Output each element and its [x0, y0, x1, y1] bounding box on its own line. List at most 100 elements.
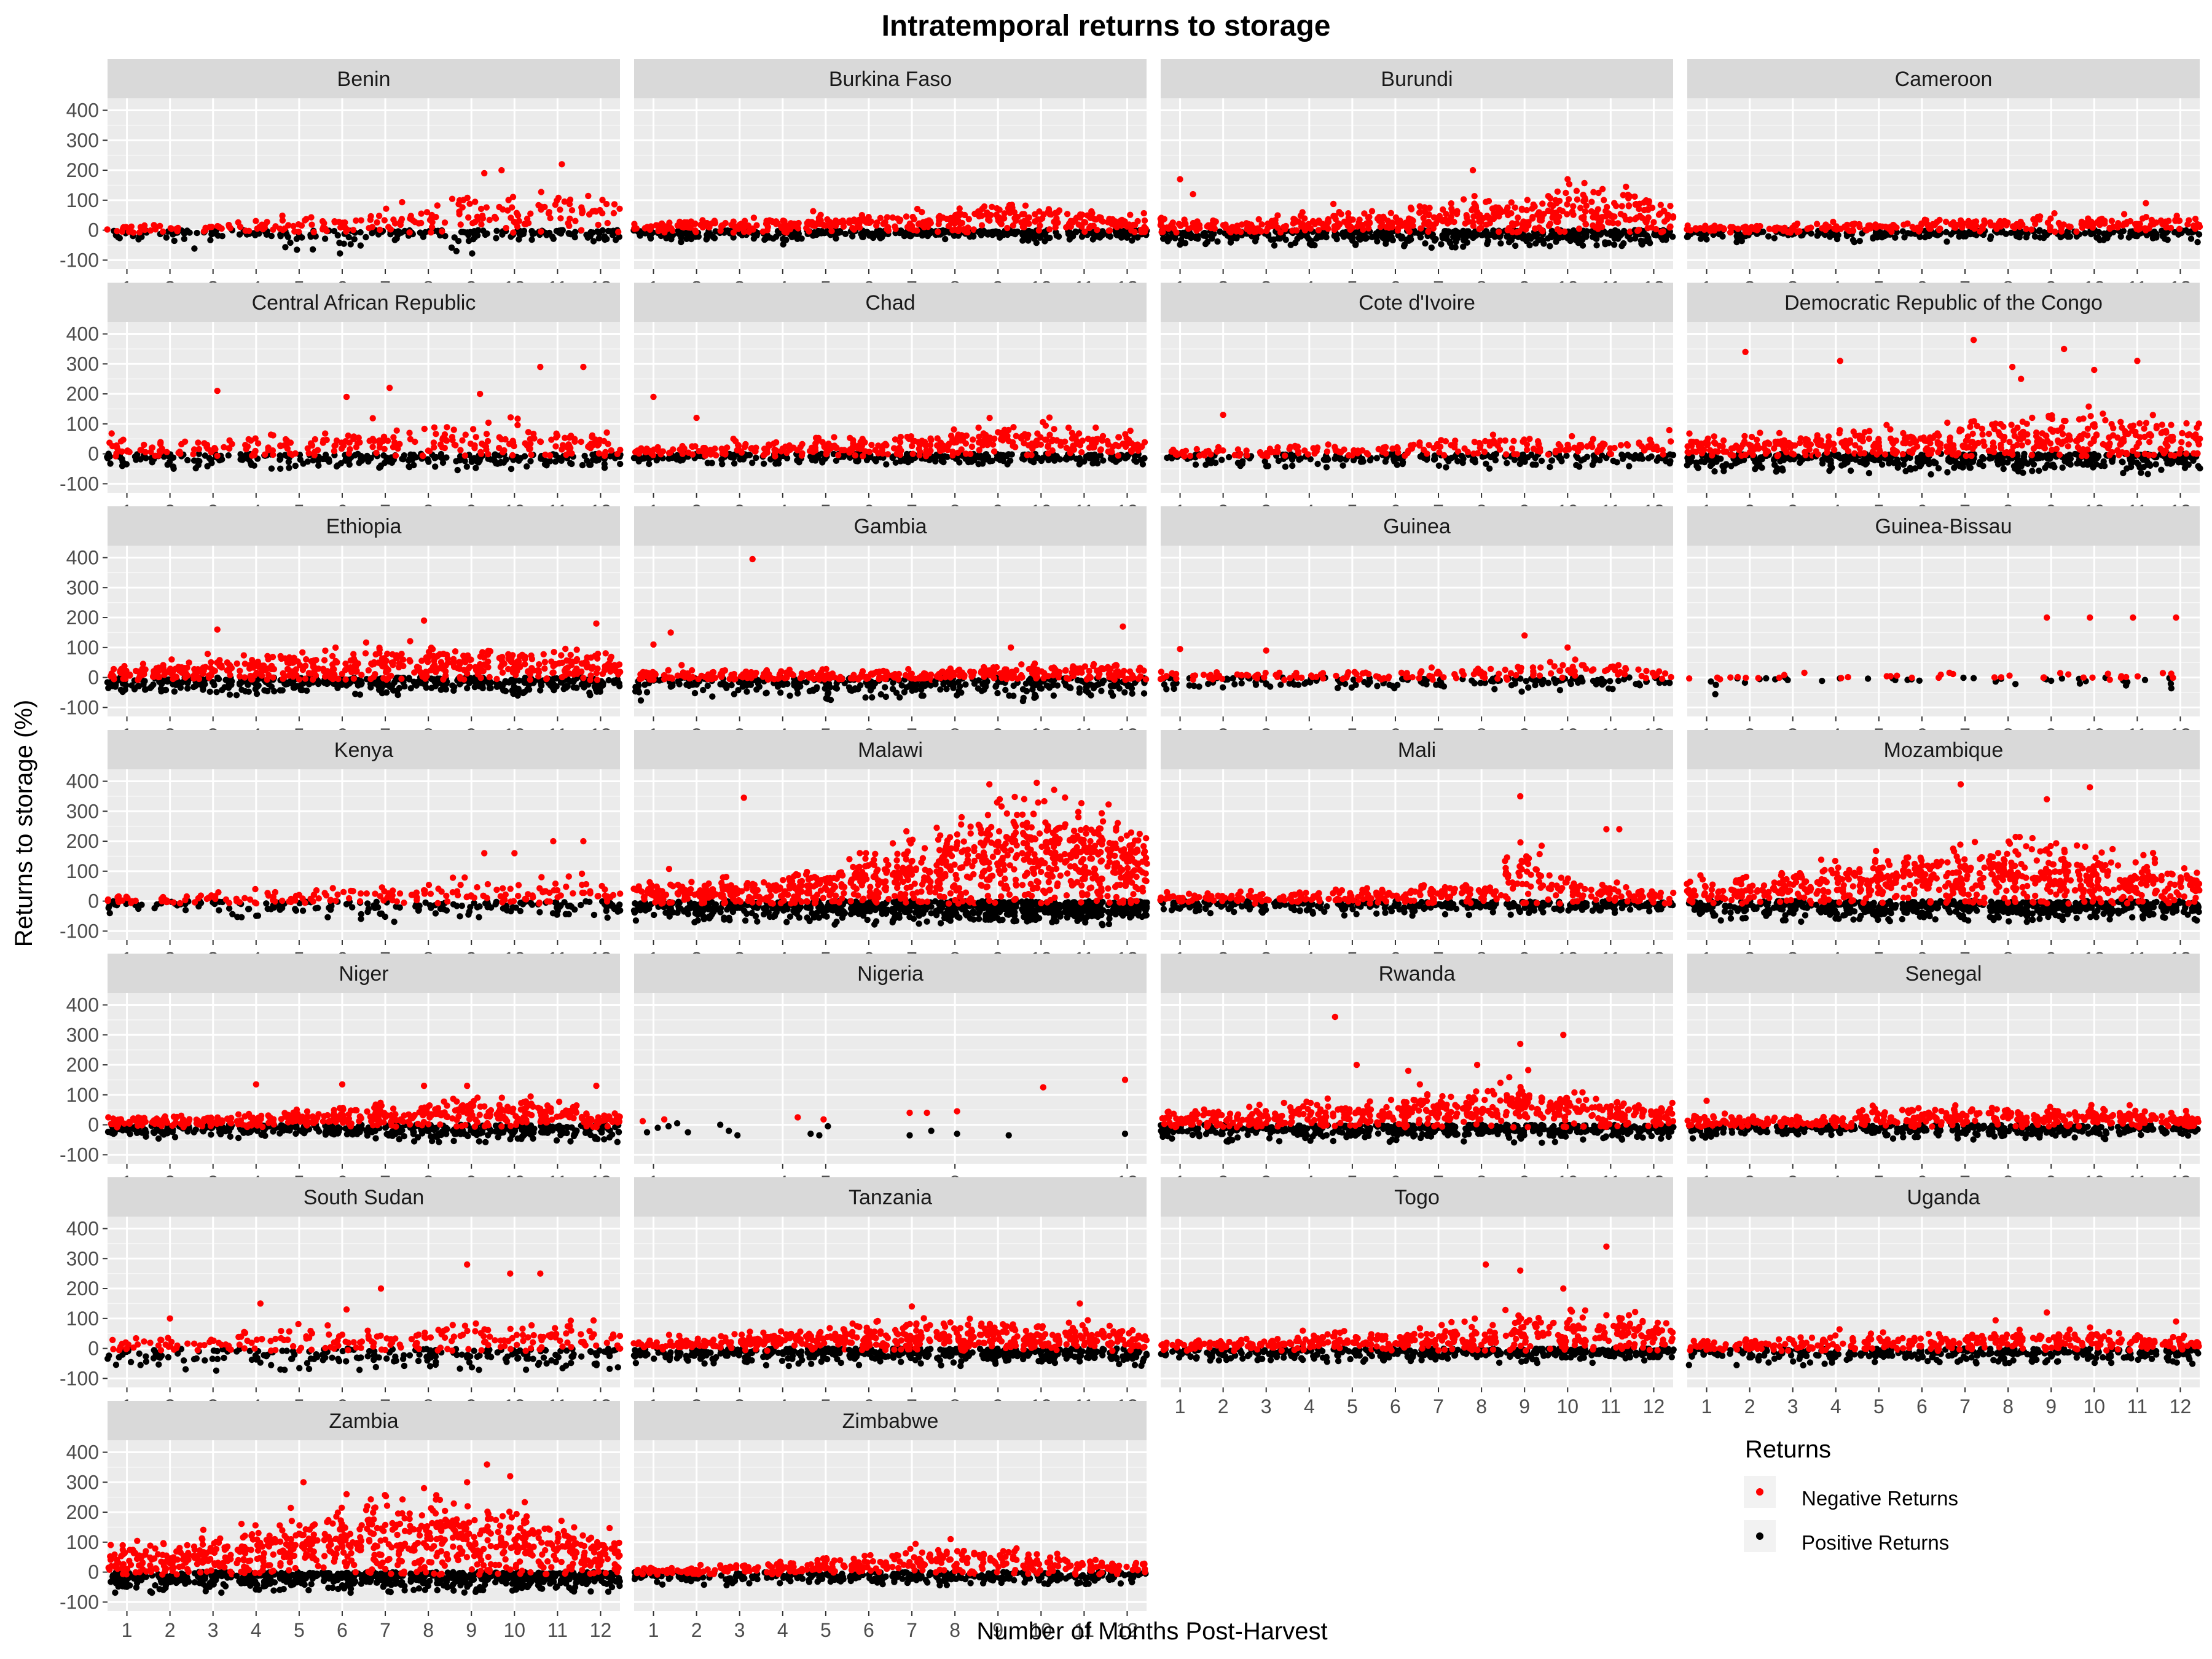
data-point-negative	[599, 210, 606, 217]
data-point-negative	[1006, 202, 1013, 209]
data-point-negative	[1604, 203, 1610, 211]
data-point-positive	[982, 451, 990, 458]
data-point-positive	[1363, 234, 1370, 241]
data-point-negative	[1402, 452, 1408, 459]
data-point-negative	[2084, 222, 2092, 229]
data-point-positive	[469, 250, 476, 257]
data-point-negative	[535, 202, 542, 209]
data-point-positive	[1497, 240, 1504, 247]
data-point-negative	[1496, 229, 1502, 235]
data-point-positive	[1311, 241, 1318, 249]
data-point-negative	[2079, 224, 2086, 231]
data-point-negative	[393, 427, 400, 434]
data-point-negative	[999, 437, 1006, 444]
data-point-negative	[986, 217, 993, 224]
data-point-negative	[1753, 436, 1760, 443]
data-point-negative	[423, 209, 431, 216]
data-point-negative	[428, 211, 435, 219]
data-point-positive	[595, 235, 602, 241]
data-point-positive	[1529, 461, 1536, 468]
data-point-negative	[1921, 216, 1928, 223]
data-point-negative	[308, 221, 315, 228]
data-point-negative	[657, 226, 664, 233]
data-point-positive	[1964, 230, 1971, 237]
data-point-positive	[401, 227, 408, 235]
data-point-negative	[1720, 226, 1728, 233]
data-point-positive	[1684, 233, 1690, 240]
data-point-negative	[1972, 218, 1980, 225]
data-point-negative	[431, 424, 438, 431]
data-point-negative	[243, 445, 249, 453]
data-point-negative	[925, 450, 933, 457]
data-point-negative	[1561, 228, 1568, 235]
data-point-negative	[1231, 452, 1238, 458]
data-point-negative	[599, 197, 606, 203]
data-point-negative	[749, 445, 756, 452]
data-point-negative	[456, 211, 463, 218]
data-point-positive	[1438, 241, 1445, 248]
data-point-positive	[1572, 232, 1579, 238]
y-tick-label: 0	[88, 219, 99, 241]
data-point-negative	[1449, 208, 1456, 216]
data-point-positive	[1405, 237, 1412, 244]
data-point-positive	[1422, 240, 1429, 247]
data-point-negative	[2017, 221, 2025, 228]
data-point-positive	[2031, 233, 2039, 240]
data-point-negative	[1243, 220, 1250, 227]
data-point-negative	[1900, 221, 1907, 228]
data-point-positive	[1771, 461, 1778, 468]
data-point-negative	[780, 218, 786, 224]
data-point-negative	[342, 219, 348, 226]
data-point-positive	[1118, 234, 1125, 241]
data-point-negative	[381, 217, 388, 224]
data-point-positive	[1028, 229, 1035, 235]
data-point-negative	[986, 415, 993, 422]
data-point-negative	[466, 200, 473, 207]
data-point-negative	[935, 214, 943, 221]
data-point-negative	[1046, 414, 1053, 421]
data-point-negative	[1344, 221, 1351, 227]
data-point-positive	[942, 235, 949, 243]
data-point-negative	[1299, 209, 1306, 216]
data-point-positive	[1532, 455, 1539, 461]
data-point-negative	[547, 214, 554, 222]
data-point-negative	[951, 426, 957, 433]
data-point-positive	[1339, 462, 1346, 469]
data-point-negative	[1741, 433, 1748, 439]
scatter-points	[630, 202, 1150, 248]
data-point-negative	[420, 452, 426, 460]
data-point-negative	[270, 432, 276, 439]
data-point-positive	[1771, 235, 1778, 241]
data-point-negative	[2192, 216, 2199, 222]
data-point-negative	[345, 432, 351, 439]
data-point-positive	[1547, 463, 1553, 471]
data-point-negative	[477, 450, 485, 457]
data-point-negative	[1004, 224, 1011, 232]
data-point-positive	[484, 230, 490, 237]
data-point-negative	[565, 450, 573, 457]
data-point-negative	[1124, 437, 1131, 444]
data-point-negative	[147, 449, 154, 455]
data-point-negative	[799, 441, 806, 447]
data-point-negative	[296, 229, 302, 235]
data-point-positive	[976, 453, 984, 460]
data-point-negative	[1172, 449, 1179, 456]
data-point-negative	[509, 194, 517, 200]
data-point-negative	[764, 227, 771, 233]
data-point-negative	[1523, 446, 1531, 453]
data-point-negative	[914, 227, 920, 234]
data-point-positive	[590, 238, 597, 245]
data-point-negative	[1570, 211, 1577, 218]
facet-panel: Democratic Republic of the Congo12345678…	[1684, 283, 2203, 523]
data-point-positive	[2162, 235, 2168, 242]
data-point-negative	[1623, 183, 1630, 190]
data-point-positive	[1288, 454, 1295, 461]
data-point-positive	[1094, 460, 1101, 467]
data-point-negative	[1727, 229, 1734, 236]
data-point-positive	[493, 235, 500, 241]
data-point-negative	[245, 436, 252, 443]
data-point-negative	[1581, 179, 1588, 187]
data-point-negative	[310, 229, 317, 235]
data-point-negative	[366, 225, 372, 232]
data-point-negative	[1714, 448, 1722, 455]
